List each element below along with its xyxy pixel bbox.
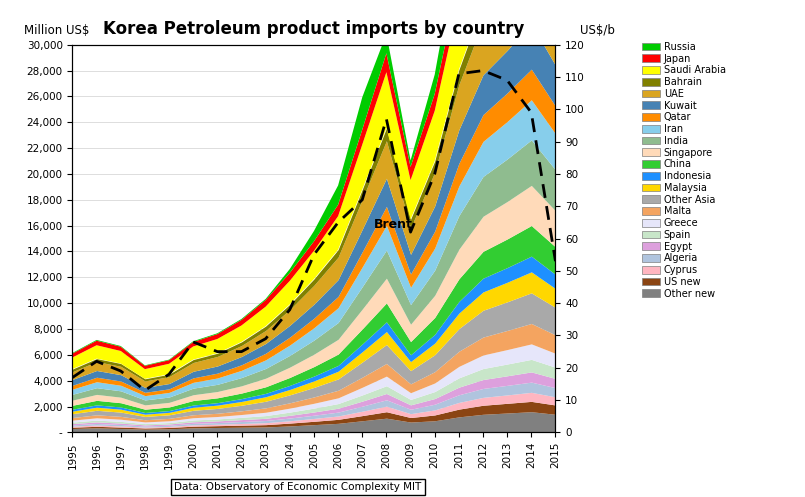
Text: Brent: Brent	[374, 218, 413, 231]
Legend: Russia, Japan, Saudi Arabia, Bahrain, UAE, Kuwait, Qatar, Iran, India, Singapore: Russia, Japan, Saudi Arabia, Bahrain, UA…	[642, 42, 726, 299]
Text: Data: Observatory of Economic Complexity MIT: Data: Observatory of Economic Complexity…	[174, 482, 422, 492]
Text: US$/b: US$/b	[580, 24, 614, 37]
Text: Korea Petroleum product imports by country: Korea Petroleum product imports by count…	[103, 20, 525, 38]
Text: Million US$: Million US$	[24, 24, 89, 37]
